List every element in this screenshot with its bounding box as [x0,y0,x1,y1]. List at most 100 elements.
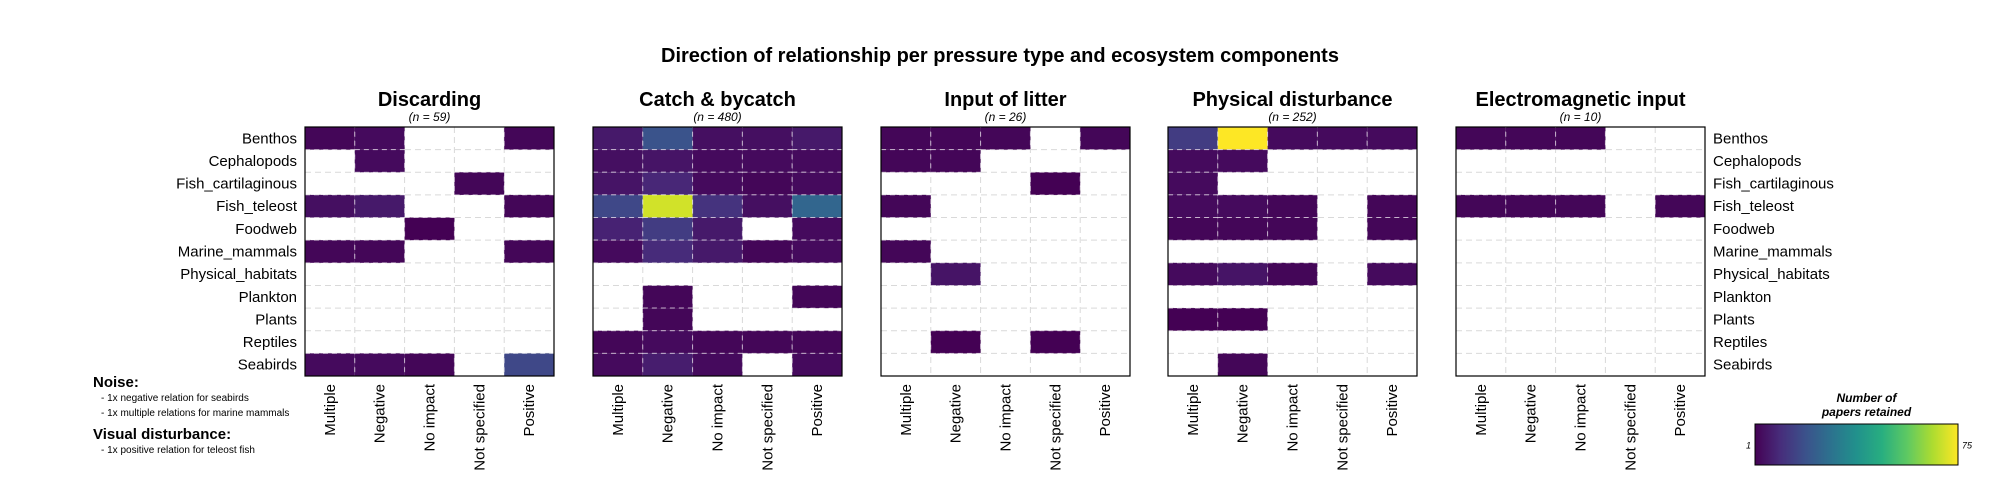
panel-subtitle: (n = 26) [985,110,1027,124]
x-tick-label: Negative [1235,384,1252,443]
y-tick-label-left: Fish_cartilaginous [176,176,297,193]
heatmap-cell [642,239,694,264]
legend-max-label: 75 [1962,441,1973,451]
y-tick-label-left: Plankton [239,289,297,306]
y-tick-label-right: Plankton [1713,289,1771,306]
x-tick-label: Not specified [471,384,488,471]
panel-subtitle: (n = 252) [1268,110,1316,124]
x-tick-label: Positive [1097,384,1114,437]
heatmap-cell [1167,171,1219,196]
heatmap-cell [592,194,644,219]
heatmap-cell [692,239,743,264]
heatmap-cell [503,352,555,377]
heatmap-cell [791,352,843,377]
panel-subtitle: (n = 480) [693,110,741,124]
heatmap-cell [1505,194,1557,219]
panel-frame [1167,126,1418,377]
y-tick-label-left: Seabirds [238,357,297,374]
heatmap-cell [1217,352,1269,377]
y-tick-label-right: Foodweb [1713,221,1775,238]
panel-frame [592,126,843,377]
heatmap-cell [1167,194,1219,219]
heatmap-cell [692,149,743,173]
legend-title: Number of [1837,391,1898,405]
heatmap-cell [980,126,1031,151]
heatmap-cell [453,171,505,196]
heatmap-cell [1316,126,1368,151]
heatmap-cell [642,126,694,151]
heatmap-cell [930,126,982,151]
heatmap-cell [741,239,793,264]
x-tick-label: Not specified [1622,384,1639,471]
heatmap-cell [930,330,982,354]
heatmap-cell [791,194,843,219]
y-tick-label-right: Marine_mammals [1713,244,1832,261]
x-tick-label: No impact [710,383,727,451]
panel-title: Catch & bycatch [639,89,796,111]
x-tick-label: Multiple [1185,384,1202,436]
heatmap-cell [642,307,694,332]
panels-layer: Discarding(n = 59) Multiple Negative No imp… [176,89,1834,471]
heatmap-cell [1217,149,1269,173]
heatmap-cell [741,330,793,354]
x-tick-label: Positive [1384,384,1401,437]
heatmap-cell [1217,262,1269,286]
panel-catch-bycatch: Catch & bycatch(n = 480) Multiple Negative… [592,89,843,471]
heatmap-cell [741,171,793,196]
heatmap-cell [1455,194,1507,219]
heatmap-cell [592,149,644,173]
visual-disturbance-note-1: - 1x positive relation for teleost fish [101,445,255,456]
y-tick-label-left: Cephalopods [209,153,297,170]
heatmap-cell [741,126,793,151]
panel-frame [304,126,555,377]
y-tick-label-right: Fish_teleost [1713,198,1795,215]
x-tick-label: Not specified [759,384,776,471]
heatmap-cell [791,149,843,173]
legend-colorbar [1754,423,1959,466]
legend-min-label: 1 [1746,441,1751,451]
row-labels: Benthos Benthos Cephalopods Cephalopods Fish… [176,130,1834,373]
heatmap-cell [592,171,644,196]
x-tick-label: Multiple [322,384,339,436]
heatmap-cell [503,239,555,264]
panel-physical-disturbance: Physical disturbance(n = 252) Multiple Neg… [1167,89,1418,471]
y-tick-label-right: Benthos [1713,130,1768,147]
heatmap-cell [1366,262,1418,286]
heatmap-cell [503,194,555,219]
heatmap-cell [642,217,694,241]
heatmap-cell [880,194,932,219]
heatmap-cell [642,330,694,354]
heatmap-cell [791,171,843,196]
y-tick-label-right: Reptiles [1713,334,1767,351]
heatmap-cell [1505,126,1557,151]
y-tick-label-left: Plants [255,311,297,328]
heatmap-cell [1217,217,1269,241]
heatmap-cell [1029,330,1081,354]
y-tick-label-left: Benthos [242,130,297,147]
panel-frame [880,126,1131,377]
y-tick-label-left: Physical_habitats [180,266,297,283]
heatmap-cell [930,262,982,286]
x-tick-label: Negative [372,384,389,443]
panel-title: Input of litter [944,89,1066,111]
heatmap-cell [592,330,644,354]
heatmap-cell [880,126,932,151]
x-tick-label: Not specified [1334,384,1351,471]
heatmap-cell [1555,126,1606,151]
x-tick-label: Positive [809,384,826,437]
x-tick-label: Multiple [610,384,627,436]
panel-input-of-litter: Input of litter(n = 26) Multiple Negative N… [880,89,1131,471]
heatmap-cell [354,149,406,173]
heatmap-cell [1217,126,1269,151]
heatmap-cell [592,239,644,264]
heatmap-cell [592,217,644,241]
heatmap-cell [642,352,694,377]
heatmap-cell [642,194,694,219]
heatmap-cell [304,194,356,219]
heatmap-cell [1167,149,1219,173]
heatmap-cell [692,330,743,354]
heatmap-cell [354,126,406,151]
x-tick-label: Positive [1672,384,1689,437]
